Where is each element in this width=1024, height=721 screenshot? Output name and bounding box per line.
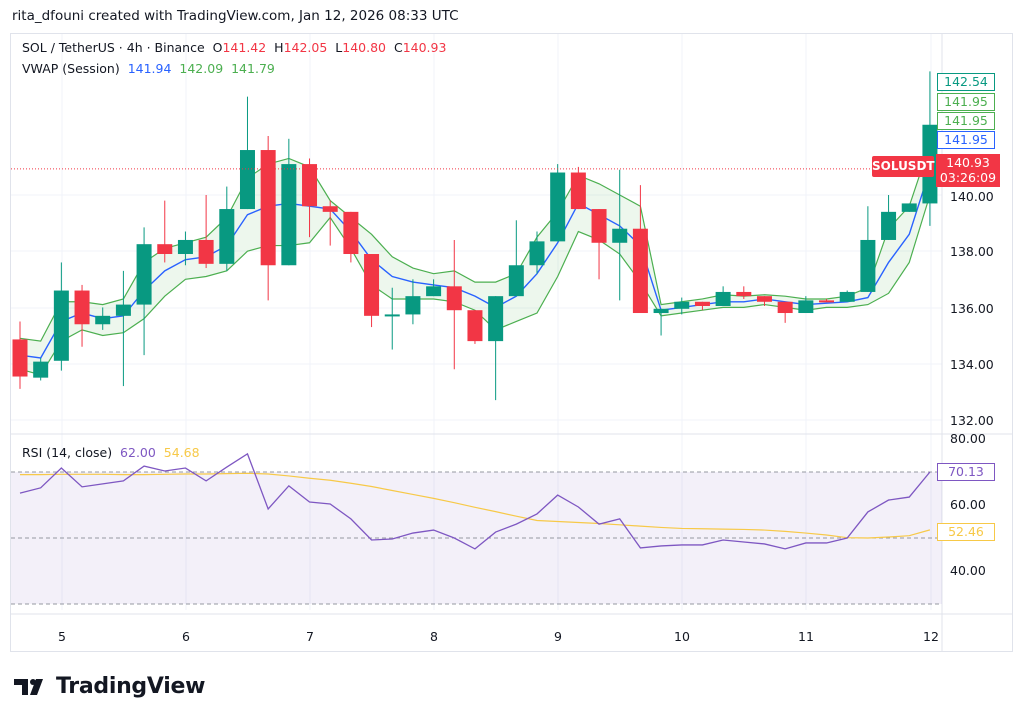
symbol-title[interactable]: SOL / TetherUS · 4h · Binance — [22, 40, 205, 55]
vwap-upper-value: 142.09 — [179, 61, 224, 76]
high-tag: 142.54 — [937, 73, 995, 91]
candle-body — [550, 172, 566, 242]
rsi-line — [19, 452, 931, 550]
candle-body — [239, 150, 255, 210]
candle-body — [488, 296, 504, 342]
open-value: 141.42 — [222, 40, 267, 55]
chart-frame[interactable] — [10, 33, 1013, 652]
high-value: 142.05 — [283, 40, 328, 55]
open-label: O — [212, 40, 223, 55]
candle-body — [467, 310, 483, 342]
price-tick: 136.00 — [950, 301, 994, 316]
rsi-tag: 70.13 — [937, 463, 995, 481]
vwap-tag: 141.95 — [937, 131, 995, 149]
candle-body — [136, 244, 152, 305]
candle-body — [529, 241, 545, 266]
tradingview-logo[interactable]: TradingView — [14, 674, 205, 699]
candle-body — [839, 291, 855, 302]
vwap-line — [19, 169, 931, 359]
rsi-tick: 40.00 — [950, 563, 986, 578]
rsi-legend: RSI (14, close) 62.00 54.68 — [22, 445, 200, 460]
candle-body — [364, 254, 380, 316]
candle-body — [819, 300, 835, 303]
bar-countdown: 03:26:09 — [939, 170, 997, 185]
symbol-legend: SOL / TetherUS · 4h · Binance O141.42 H1… — [22, 40, 446, 55]
time-tick: 6 — [182, 629, 190, 644]
candle-body — [570, 172, 586, 210]
candle-body — [198, 239, 214, 264]
rsi-ma-tag: 52.46 — [937, 523, 995, 541]
price-tick: 138.00 — [950, 244, 994, 259]
candle-body — [95, 315, 111, 325]
price-tick: 134.00 — [950, 357, 994, 372]
candle-body — [860, 239, 876, 292]
candle-body — [632, 228, 648, 314]
candle-body — [674, 301, 690, 309]
price-tick: 140.00 — [950, 189, 994, 204]
low-label: L — [335, 40, 343, 55]
tradingview-logo-icon — [14, 678, 43, 695]
candle-body — [901, 203, 917, 212]
symbol-tag: SOLUSDT — [872, 156, 935, 177]
candle-body — [777, 301, 793, 314]
candle-body — [53, 290, 69, 361]
candle-body — [115, 304, 131, 316]
candle-body — [508, 265, 524, 297]
rsi-ma-line — [20, 472, 931, 539]
close-label: C — [393, 40, 403, 55]
candle-body — [157, 244, 173, 255]
time-tick: 12 — [923, 629, 939, 644]
candle-body — [715, 291, 731, 306]
candle-body — [653, 308, 669, 314]
rsi-tick: 60.00 — [950, 497, 986, 512]
candle-body — [177, 239, 193, 255]
rsi-ma-value: 54.68 — [163, 445, 200, 460]
candle-body — [74, 290, 90, 325]
time-tick: 11 — [798, 629, 814, 644]
time-tick: 8 — [430, 629, 438, 644]
candle-body — [343, 211, 359, 255]
candle-body — [260, 150, 276, 266]
vwap-label[interactable]: VWAP (Session) — [22, 61, 120, 76]
vwap-legend: VWAP (Session) 141.94 142.09 141.79 — [22, 61, 275, 76]
candle-body — [798, 300, 814, 314]
time-tick: 5 — [58, 629, 66, 644]
candle-body — [426, 286, 442, 297]
time-tick: 10 — [674, 629, 690, 644]
vwap-lower-tag: 141.95 — [937, 112, 995, 130]
candle-body — [219, 209, 235, 264]
last-price-tag: 140.93 03:26:09 — [936, 154, 1000, 187]
candle-body — [756, 296, 772, 302]
rsi-label[interactable]: RSI (14, close) — [22, 445, 113, 460]
candle-body — [736, 291, 752, 297]
candle-body — [322, 206, 338, 212]
last-price: 140.93 — [946, 155, 990, 170]
rsi-value: 62.00 — [120, 445, 156, 460]
candle-body — [281, 164, 297, 266]
close-value: 140.93 — [402, 40, 447, 55]
candle-body — [302, 164, 318, 207]
candle-body — [405, 296, 421, 315]
vwap-value: 141.94 — [127, 61, 172, 76]
candle-body — [33, 361, 49, 378]
rsi-tick: 80.00 — [950, 431, 986, 446]
brand-name: TradingView — [56, 674, 206, 699]
high-label: H — [274, 40, 284, 55]
candle-body — [612, 228, 628, 243]
vwap-upper-tag: 141.95 — [937, 93, 995, 111]
time-tick: 9 — [554, 629, 562, 644]
candle-body — [446, 286, 462, 311]
vwap-lower-value: 141.79 — [231, 61, 275, 76]
candle-body — [694, 301, 710, 306]
credit-text: rita_dfouni created with TradingView.com… — [12, 8, 459, 24]
candle-body — [384, 314, 400, 317]
price-tick: 132.00 — [950, 413, 994, 428]
candle-body — [12, 339, 28, 377]
time-tick: 7 — [306, 629, 314, 644]
low-value: 140.80 — [342, 40, 386, 55]
candle-body — [591, 209, 607, 243]
candle-body — [881, 211, 897, 240]
